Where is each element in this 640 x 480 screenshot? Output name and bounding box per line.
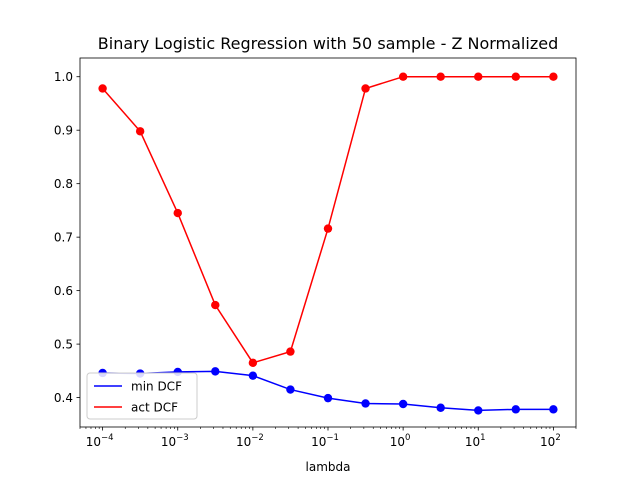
legend-label-0: min DCF	[131, 379, 182, 393]
x-tick-label-5: 101	[465, 433, 486, 449]
data-point-0-4	[248, 371, 258, 380]
data-point-1-10	[474, 72, 483, 81]
data-point-0-10	[474, 406, 483, 415]
data-point-0-8	[398, 399, 408, 409]
data-point-1-11	[511, 72, 520, 81]
data-point-0-9	[436, 403, 445, 412]
data-point-0-6	[323, 393, 333, 403]
data-point-1-12	[549, 72, 558, 81]
x-axis-label: lambda	[306, 460, 351, 474]
x-tick-label-2: 10−2	[236, 433, 264, 449]
data-point-0-3	[211, 367, 220, 376]
data-point-1-1	[135, 127, 145, 136]
y-tick-label-2: 0.6	[54, 284, 73, 298]
data-point-0-11	[511, 405, 520, 414]
data-point-0-12	[549, 405, 558, 414]
x-tick-label-1: 10−3	[161, 433, 189, 449]
x-tick-label-0: 10−4	[86, 433, 114, 449]
y-tick-label-1: 0.5	[54, 337, 73, 351]
chart-title: Binary Logistic Regression with 50 sampl…	[98, 34, 558, 53]
x-tick-label-3: 10−1	[311, 433, 339, 449]
data-point-1-2	[173, 208, 182, 218]
plot-area: 10−4 10−3 10−2 10−1 100 101 102 0.4 0.5 0.6 0.7 0.8…	[54, 57, 577, 449]
y-tick-label-3: 0.7	[54, 230, 73, 244]
data-point-1-5	[286, 347, 295, 356]
legend-label-1: act DCF	[131, 400, 178, 414]
x-tick-label-6: 102	[540, 433, 561, 449]
data-point-0-5	[286, 385, 295, 394]
data-point-1-7	[361, 84, 370, 93]
data-point-0-7	[361, 399, 370, 408]
data-point-1-0	[98, 84, 107, 93]
data-point-1-9	[436, 72, 445, 81]
x-tick-label-4: 100	[390, 433, 411, 449]
y-tick-label-4: 0.8	[54, 177, 73, 191]
data-point-1-6	[323, 224, 333, 233]
data-point-1-3	[211, 300, 220, 310]
data-point-1-4	[248, 358, 258, 368]
y-tick-label-0: 0.4	[54, 391, 73, 405]
y-tick-label-5: 0.9	[54, 123, 73, 137]
axes-frame	[79, 57, 577, 428]
legend: min DCF act DCF	[86, 372, 198, 420]
y-tick-label-6: 1.0	[54, 70, 73, 84]
data-point-1-8	[398, 72, 408, 81]
